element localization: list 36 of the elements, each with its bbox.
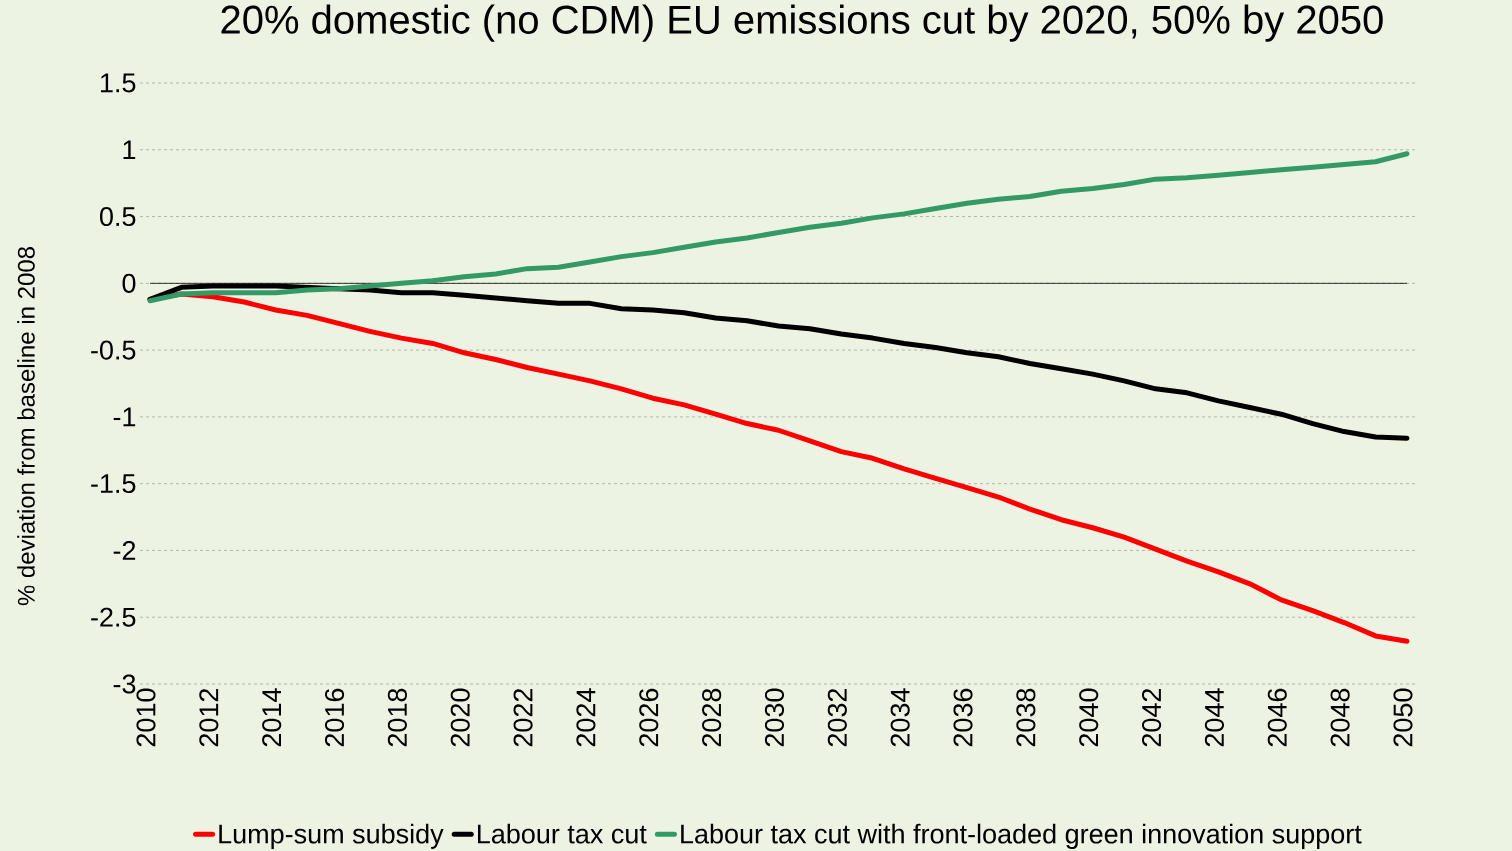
- legend-label: Labour tax cut: [477, 823, 647, 844]
- y-tick-label: 1: [123, 140, 136, 160]
- x-tick-label: 2026: [639, 688, 659, 747]
- y-tick-label: -2: [113, 541, 136, 560]
- chart-title: 20% domestic (no CDM) EU emissions cut by 2020, 50% by 2050: [221, 4, 1383, 42]
- x-tick-label: 2032: [827, 688, 847, 747]
- x-tick-label: 2050: [1393, 688, 1413, 747]
- x-tick-label: 2038: [1016, 688, 1036, 747]
- x-tick-label: 2010: [136, 688, 156, 747]
- x-tick-label: 2042: [1142, 688, 1162, 747]
- x-tick-label: 2016: [324, 688, 345, 747]
- x-tick-label: 2018: [387, 688, 407, 747]
- x-tick-label: 2046: [1267, 688, 1287, 747]
- x-tick-label: 2034: [890, 688, 910, 747]
- y-tick-label: -1.5: [91, 474, 136, 494]
- x-tick-label: 2020: [450, 688, 470, 747]
- legend-label: Labour tax cut with front-loaded green innovation support: [681, 823, 1362, 849]
- x-tick-label: 2030: [764, 688, 785, 747]
- x-tick-label: 2048: [1330, 688, 1350, 747]
- y-tick-label: 1.5: [100, 73, 136, 93]
- legend-label: Lump-sum subsidy: [219, 823, 444, 849]
- x-tick-label: 2040: [1079, 688, 1099, 747]
- x-tick-label: 2028: [702, 688, 722, 747]
- y-tick-label: -2.5: [91, 607, 136, 627]
- x-tick-label: 2022: [513, 688, 533, 747]
- y-tick-label: -3: [113, 674, 136, 694]
- y-tick-label: 0.5: [99, 207, 136, 227]
- x-tick-label: 2012: [199, 688, 219, 747]
- x-tick-label: 2036: [953, 688, 973, 747]
- x-tick-label: 2014: [262, 688, 282, 747]
- y-axis-title: % deviation from baseline in 2008: [17, 247, 35, 606]
- x-tick-label: 2044: [1204, 688, 1224, 747]
- y-tick-label: -0.5: [91, 340, 136, 360]
- y-tick-label: -1: [113, 407, 136, 427]
- y-tick-label: 0: [122, 273, 136, 293]
- x-tick-label: 2024: [576, 688, 596, 747]
